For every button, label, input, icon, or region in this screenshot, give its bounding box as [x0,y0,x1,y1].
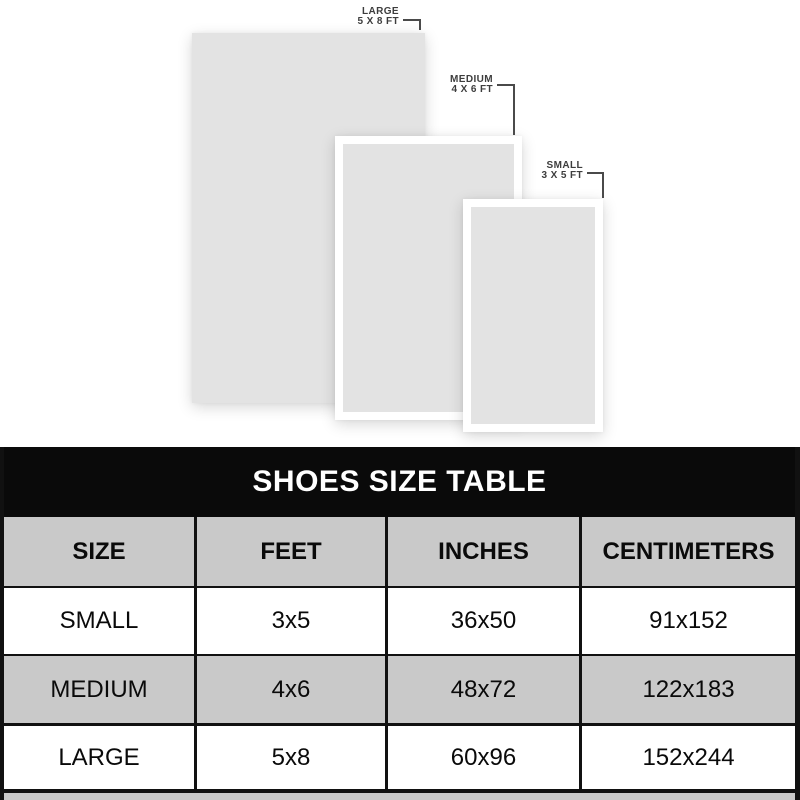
table-title: SHOES SIZE TABLE [4,447,795,517]
col-header-feet: FEET [197,517,388,586]
table-header-row: SIZE FEET INCHES CENTIMETERS [4,517,795,588]
callout-connector-medium [497,84,515,135]
cell-small-size: SMALL [4,588,197,654]
size-callout-small-dims: 3 X 5 FT [541,170,583,181]
table-row-small: SMALL 3x5 36x50 91x152 [4,588,795,656]
size-callout-small-name: SMALL [546,160,583,171]
size-comparison-diagram: LARGE 5 X 8 FT MEDIUM 4 X 6 FT SMALL 3 X… [192,6,604,432]
size-callout-large: LARGE 5 X 8 FT [357,6,399,27]
cell-medium-centimeters: 122x183 [642,675,735,703]
cell-large-size: LARGE [4,726,197,789]
cell-small-centimeters: 91x152 [649,607,728,634]
size-callout-large-name: LARGE [362,6,399,17]
size-callout-large-dims: 5 X 8 FT [357,16,399,27]
size-callout-medium-dims: 4 X 6 FT [451,84,493,95]
size-callout-medium: MEDIUM 4 X 6 FT [450,74,493,95]
cell-medium-inches: 48x72 [388,656,582,723]
size-callout-medium-name: MEDIUM [450,74,493,85]
cell-large-feet: 5x8 [197,726,388,789]
table-row-medium: MEDIUM 4x6 48x72 122x183 [4,656,795,726]
size-callout-small: SMALL 3 X 5 FT [541,160,583,181]
cell-medium-feet: 4x6 [197,656,388,723]
cell-large-inches: 60x96 [388,726,582,789]
cell-medium-size: MEDIUM [4,656,197,723]
col-header-centimeters: CENTIMETERS [602,537,775,565]
table-row-clipped [4,793,795,800]
table-row-large: LARGE 5x8 60x96 152x244 [4,726,795,793]
col-header-inches: INCHES [388,517,582,586]
callout-connector-large [403,19,421,30]
cell-large-centimeters: 152x244 [642,743,735,771]
col-header-size: SIZE [4,517,197,586]
callout-connector-small [587,172,604,198]
cell-small-feet: 3x5 [197,588,388,654]
size-rect-small [463,199,603,432]
shoes-size-table: SHOES SIZE TABLE SIZE FEET INCHES CENTIM… [0,447,800,800]
cell-small-inches: 36x50 [388,588,582,654]
